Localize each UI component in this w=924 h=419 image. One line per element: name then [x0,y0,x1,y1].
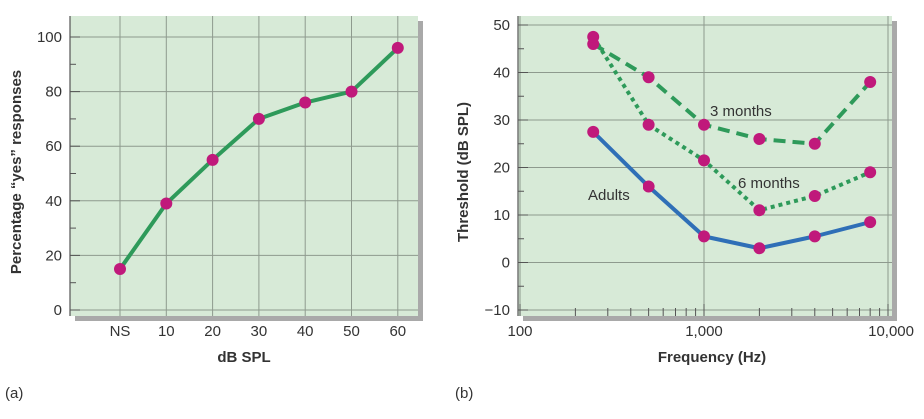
x-tick-label: 10,000 [868,323,914,340]
y-tick-label: 80 [45,84,62,101]
y-tick-label: 20 [493,160,510,177]
y-tick-label: 10 [493,207,510,224]
x-tick-label: NS [110,323,131,340]
panel-b-x-axis-title: Frequency (Hz) [658,349,766,366]
x-tick-label: 60 [389,323,406,340]
y-tick-label: 0 [54,302,62,319]
x-tick-label: 40 [297,323,314,340]
data-point [345,85,358,98]
data-point [864,166,877,179]
panel-a-label: (a) [5,385,23,402]
series-label: 6 months [738,175,800,192]
panel-b-series [587,30,877,255]
series-label: Adults [588,187,630,204]
data-point [864,216,877,229]
y-tick-label: −10 [485,302,510,319]
data-point [252,112,265,125]
panel-a-axes [69,16,80,316]
panel-a-x-axis-title: dB SPL [217,349,270,366]
data-point [698,230,710,243]
data-point [391,41,404,54]
panel-b-label: (b) [455,385,473,402]
data-point [864,76,877,88]
data-point [114,263,126,276]
series-line [591,130,871,251]
panel-b-gridlines [518,16,892,316]
panel-a-gridlines [70,16,418,316]
data-point [160,197,173,210]
data-point [587,125,600,138]
data-point [808,190,821,202]
data-point [698,118,710,131]
data-point [299,96,312,109]
y-tick-label: 30 [493,112,510,129]
panel-b-tick-labels: −10 0 10 20 30 40 50 100 1,000 10,000 [485,17,914,340]
x-tick-label: 1,000 [685,323,723,340]
x-tick-label: 50 [343,323,360,340]
y-tick-label: 0 [502,255,510,272]
panel-b-y-axis-title: Threshold (dB SPL) [455,102,472,242]
y-tick-label: 20 [45,247,62,264]
y-tick-label: 100 [37,29,62,46]
data-point [698,154,710,167]
data-point [642,118,655,131]
data-point [642,71,655,84]
data-point [808,230,821,243]
data-point [753,204,766,217]
series-label: 3 months [710,103,772,120]
data-point [206,153,219,166]
data-point [587,30,600,43]
data-point [642,180,655,193]
panel-a-series [114,41,404,276]
panel-a-y-axis-title: Percentage “yes” responses [8,70,25,274]
y-tick-label: 40 [493,65,510,82]
x-tick-label: 30 [251,323,268,340]
data-point [753,133,766,145]
panel-a-plot-area [70,16,418,316]
panel-b-chart: −10 0 10 20 30 40 50 100 1,000 10,000 3 months 6 m… [455,16,914,366]
data-point [753,242,766,255]
x-tick-label: 100 [507,323,532,340]
panel-b-series-labels: 3 months 6 months Adults [585,103,800,205]
data-point [808,137,821,150]
series-label-background [585,185,643,205]
y-tick-label: 60 [45,138,62,155]
panel-a-tick-labels: 0 20 40 60 80 100 NS 10 20 30 40 50 60 [37,29,406,340]
x-tick-label: 20 [204,323,221,340]
panel-a-chart: 0 20 40 60 80 100 NS 10 20 30 40 50 60 dB SPL Percen… [8,16,423,366]
y-tick-label: 40 [45,193,62,210]
y-tick-label: 50 [493,17,510,34]
panel-b-axes [517,16,889,316]
x-tick-label: 10 [158,323,175,340]
